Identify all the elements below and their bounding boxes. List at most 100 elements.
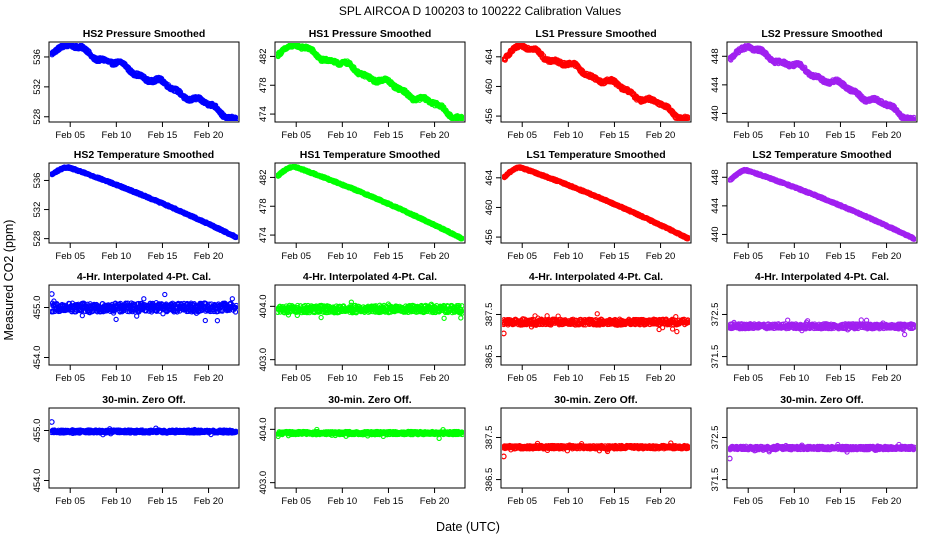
y-tick-label: 456 xyxy=(484,229,495,245)
x-tick-label: Feb 20 xyxy=(420,130,450,141)
panel-title: LS1 Pressure Smoothed xyxy=(535,28,656,40)
panel-title: HS2 Pressure Smoothed xyxy=(83,28,206,40)
data-point xyxy=(80,314,84,318)
y-tick-label: 528 xyxy=(32,231,43,247)
panel-title: 4-Hr. Interpolated 4-Pt. Cal. xyxy=(303,271,437,283)
x-tick-label: Feb 15 xyxy=(826,130,856,141)
x-tick-label: Feb 20 xyxy=(872,130,902,141)
series-points xyxy=(276,164,465,241)
y-tick-label: 454.0 xyxy=(32,346,43,370)
x-tick-label: Feb 15 xyxy=(148,130,178,141)
panel-0-3: LS2 Pressure Smoothed Feb 05 Feb 10 Feb 15 F… xyxy=(710,28,917,141)
x-tick-label: Feb 20 xyxy=(420,373,450,384)
figure-title: SPL AIRCOA D 100203 to 100222 Calibratio… xyxy=(339,4,621,18)
series-points xyxy=(276,300,465,320)
panel-2-0: 4-Hr. Interpolated 4-Pt. Cal. Feb 05 Feb 1… xyxy=(32,271,239,384)
series-points xyxy=(50,39,239,122)
x-tick-label: Feb 05 xyxy=(733,130,763,141)
outlier-point xyxy=(49,292,54,297)
y-tick-label: 448 xyxy=(710,169,721,185)
y-tick-label: 474 xyxy=(258,106,269,122)
data-point xyxy=(230,297,234,301)
y-tick-label: 478 xyxy=(258,198,269,214)
data-point xyxy=(319,315,323,319)
panel-title: LS2 Temperature Smoothed xyxy=(752,149,891,161)
y-tick-label: 444 xyxy=(710,77,721,93)
x-tick-label: Feb 15 xyxy=(600,130,630,141)
series-points xyxy=(276,40,465,121)
x-tick-label: Feb 10 xyxy=(554,130,584,141)
panel-title: HS2 Temperature Smoothed xyxy=(74,149,214,161)
panel-title: HS1 Pressure Smoothed xyxy=(309,28,432,40)
series-points xyxy=(49,292,238,323)
data-point xyxy=(135,314,139,318)
series-points xyxy=(50,165,239,240)
x-tick-label: Feb 10 xyxy=(780,251,810,262)
y-tick-label: 456 xyxy=(484,108,495,124)
x-tick-label: Feb 10 xyxy=(780,130,810,141)
y-tick-label: 440 xyxy=(710,226,721,242)
x-tick-label: Feb 20 xyxy=(194,251,224,262)
x-tick-label: Feb 15 xyxy=(374,373,404,384)
x-tick-label: Feb 10 xyxy=(102,373,132,384)
data-point xyxy=(203,318,207,322)
y-tick-label: 448 xyxy=(710,48,721,64)
x-tick-label: Feb 15 xyxy=(148,373,178,384)
x-tick-label: Feb 20 xyxy=(646,251,676,262)
y-tick-label: 404.0 xyxy=(258,294,269,318)
x-tick-label: Feb 05 xyxy=(281,251,311,262)
x-tick-label: Feb 20 xyxy=(420,251,450,262)
y-tick-label: 528 xyxy=(32,109,43,125)
panel-frame xyxy=(275,285,465,365)
panel-title: LS2 Pressure Smoothed xyxy=(761,28,882,40)
data-point xyxy=(142,297,146,301)
series-points xyxy=(728,167,917,241)
y-tick-label: 532 xyxy=(32,202,43,218)
x-tick-label: Feb 10 xyxy=(328,251,358,262)
x-tick-label: Feb 15 xyxy=(148,251,178,262)
x-tick-label: Feb 20 xyxy=(194,373,224,384)
y-tick-label: 464 xyxy=(484,170,495,186)
x-tick-label: Feb 20 xyxy=(194,130,224,141)
x-tick-label: Feb 10 xyxy=(328,373,358,384)
panel-frame xyxy=(501,163,691,243)
x-tick-label: Feb 05 xyxy=(55,251,85,262)
panel-2-1: 4-Hr. Interpolated 4-Pt. Cal. Feb 05 Feb 1… xyxy=(258,271,465,384)
y-tick-label: 460 xyxy=(484,200,495,216)
panel-1-3: LS2 Temperature Smoothed Feb 05 Feb 10 Feb … xyxy=(710,149,917,262)
series-points xyxy=(728,43,917,123)
y-tick-label: 460 xyxy=(484,79,495,95)
x-tick-label: Feb 10 xyxy=(102,130,132,141)
y-tick-label: 444 xyxy=(710,198,721,214)
y-tick-label: 482 xyxy=(258,169,269,185)
panel-title: 4-Hr. Interpolated 4-Pt. Cal. xyxy=(77,271,211,283)
x-tick-label: Feb 05 xyxy=(281,373,311,384)
y-tick-label: 403.0 xyxy=(258,348,269,372)
x-tick-label: Feb 05 xyxy=(55,373,85,384)
x-tick-label: Feb 15 xyxy=(600,251,630,262)
x-tick-label: Feb 15 xyxy=(374,130,404,141)
y-tick-label: 478 xyxy=(258,77,269,93)
panel-frame xyxy=(275,163,465,243)
x-tick-label: Feb 15 xyxy=(826,251,856,262)
panel-grid: HS2 Pressure Smoothed Feb 05 Feb 10 Feb 15 F… xyxy=(32,28,917,507)
panel-frame xyxy=(49,163,239,243)
series-points xyxy=(502,41,691,122)
x-tick-label: Feb 15 xyxy=(374,251,404,262)
y-axis-label: Measured CO2 (ppm) xyxy=(2,220,16,341)
data-point xyxy=(215,319,219,323)
data-point xyxy=(163,292,167,296)
y-tick-label: 455.0 xyxy=(32,296,43,320)
x-tick-label: Feb 05 xyxy=(733,251,763,262)
y-tick-label: 536 xyxy=(32,49,43,65)
data-point xyxy=(114,317,118,321)
y-tick-label: 440 xyxy=(710,105,721,121)
y-tick-label: 532 xyxy=(32,79,43,95)
